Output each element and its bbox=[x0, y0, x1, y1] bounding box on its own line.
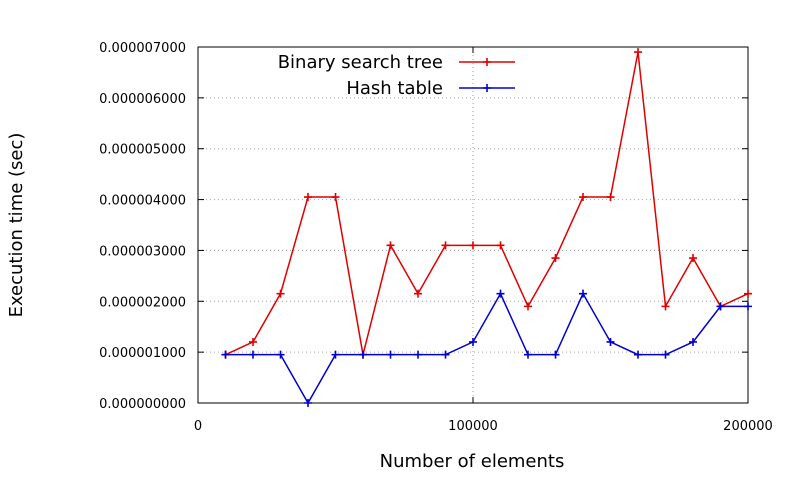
data-point bbox=[634, 350, 642, 359]
data-point bbox=[469, 241, 477, 250]
legend-marker bbox=[483, 84, 491, 92]
data-point bbox=[221, 350, 230, 359]
y-axis-title: Execution time (sec) bbox=[6, 133, 27, 318]
data-point bbox=[441, 350, 450, 359]
data-point bbox=[551, 254, 560, 263]
data-point bbox=[304, 193, 312, 202]
x-tick-label: 100000 bbox=[448, 419, 498, 434]
data-point bbox=[606, 193, 615, 202]
series-0 bbox=[221, 48, 752, 359]
data-point bbox=[249, 350, 257, 359]
y-tick-label: 0.000002000 bbox=[99, 295, 186, 310]
data-point bbox=[606, 337, 615, 346]
y-tick-label: 0.000003000 bbox=[99, 244, 186, 259]
plot-frame bbox=[197, 46, 749, 404]
y-tick-label: 0.000007000 bbox=[99, 41, 186, 56]
x-tick-label: 200000 bbox=[723, 419, 773, 434]
data-point bbox=[249, 337, 257, 346]
data-point bbox=[744, 289, 752, 298]
data-point bbox=[386, 241, 395, 250]
legend-label: Binary search tree bbox=[278, 52, 443, 73]
legend: Binary search tree Hash table bbox=[278, 52, 515, 99]
data-point bbox=[496, 241, 505, 250]
y-tick-label: 0.000004000 bbox=[99, 194, 186, 209]
data-point bbox=[716, 302, 725, 311]
data-point bbox=[661, 350, 670, 359]
data-point bbox=[414, 350, 422, 359]
data-point bbox=[579, 289, 587, 298]
data-point bbox=[469, 337, 477, 346]
x-tick-label: 0 bbox=[194, 419, 202, 434]
data-point bbox=[661, 302, 670, 311]
legend-marker bbox=[483, 58, 491, 66]
data-point bbox=[551, 350, 560, 359]
legend-label: Hash table bbox=[346, 78, 443, 99]
y-tick-label: 0.000001000 bbox=[99, 346, 186, 361]
y-tick-label: 0.000006000 bbox=[99, 92, 186, 107]
data-point bbox=[414, 289, 422, 298]
data-point bbox=[524, 350, 532, 359]
series-line bbox=[225, 51, 749, 356]
y-tick-label: 0.000005000 bbox=[99, 143, 186, 158]
ticks: 0.000000000 0.000001000 0.000002000 0.00000… bbox=[99, 41, 773, 434]
data-point bbox=[304, 399, 312, 407]
data-point bbox=[276, 289, 285, 298]
data-point bbox=[441, 241, 450, 250]
x-axis-title: Number of elements bbox=[380, 451, 565, 472]
data-point bbox=[496, 289, 505, 298]
data-point bbox=[689, 337, 697, 346]
data-point bbox=[634, 48, 642, 57]
data-point bbox=[524, 302, 532, 311]
y-tick-label: 0.000000000 bbox=[99, 397, 186, 412]
axes bbox=[197, 46, 749, 404]
series-line bbox=[225, 292, 748, 405]
series-lines bbox=[221, 48, 752, 407]
data-point bbox=[331, 193, 340, 202]
data-point bbox=[359, 350, 367, 359]
data-point bbox=[579, 193, 587, 202]
data-point bbox=[744, 302, 752, 311]
data-point bbox=[331, 350, 340, 359]
data-point bbox=[689, 254, 697, 263]
grid bbox=[198, 47, 748, 403]
data-point bbox=[276, 350, 285, 359]
data-point bbox=[386, 350, 395, 359]
series-1 bbox=[221, 289, 752, 407]
